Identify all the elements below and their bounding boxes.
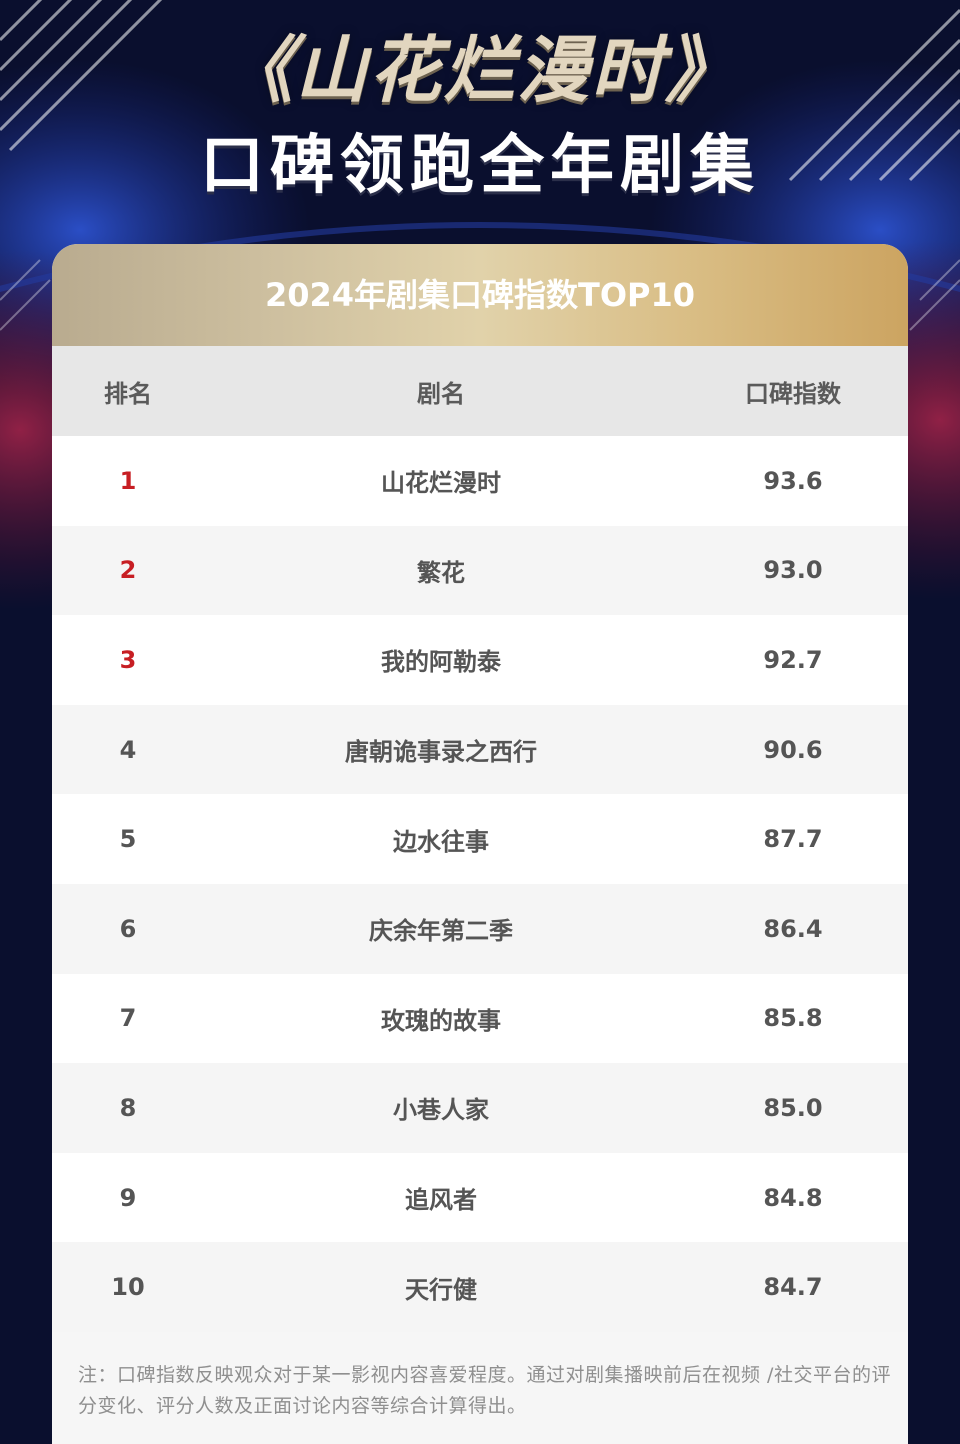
score-cell: 92.7 bbox=[763, 645, 823, 674]
table-row: 8 小巷人家 85.0 bbox=[52, 1063, 908, 1153]
score-cell: 84.7 bbox=[763, 1273, 823, 1302]
rank-cell: 7 bbox=[119, 1004, 137, 1033]
score-cell: 87.7 bbox=[763, 825, 823, 854]
drama-name-cell: 追风者 bbox=[405, 1186, 477, 1215]
rank-cell: 8 bbox=[119, 1093, 137, 1122]
table-row: 3 我的阿勒泰 92.7 bbox=[52, 615, 908, 705]
column-header-score: 口碑指数 bbox=[745, 379, 841, 408]
table-row: 10 天行健 84.7 bbox=[52, 1242, 908, 1332]
headline-title: 《山花烂漫时》 bbox=[220, 28, 739, 112]
footnote: 注：口碑指数反映观众对于某一影视内容喜爱程度。通过对剧集播映前后在视频 /社交平… bbox=[78, 1364, 891, 1417]
rank-cell: 10 bbox=[111, 1273, 145, 1302]
rank-cell: 5 bbox=[119, 825, 137, 854]
rank-cell: 6 bbox=[119, 914, 137, 943]
headline-subtitle: 口碑领跑全年剧集 bbox=[200, 129, 760, 203]
drama-name-cell: 边水往事 bbox=[393, 827, 489, 856]
score-cell: 84.8 bbox=[763, 1183, 823, 1212]
rank-cell: 3 bbox=[119, 645, 137, 674]
table-row: 2 繁花 93.0 bbox=[52, 525, 908, 616]
table-row: 5 边水往事 87.7 bbox=[52, 794, 908, 884]
drama-name-cell: 唐朝诡事录之西行 bbox=[345, 738, 537, 767]
drama-name-cell: 繁花 bbox=[417, 558, 465, 587]
drama-name-cell: 天行健 bbox=[405, 1275, 477, 1304]
table-row: 6 庆余年第二季 86.4 bbox=[52, 883, 908, 974]
column-header-rank: 排名 bbox=[104, 379, 152, 408]
score-cell: 85.8 bbox=[763, 1004, 823, 1033]
ranking-title: 2024年剧集口碑指数TOP10 bbox=[52, 244, 908, 346]
drama-name-cell: 小巷人家 bbox=[393, 1096, 489, 1125]
score-cell: 85.0 bbox=[763, 1093, 823, 1122]
table-row: 4 唐朝诡事录之西行 90.6 bbox=[52, 704, 908, 795]
score-cell: 93.0 bbox=[763, 556, 823, 585]
table-row: 1 山花烂漫时 93.6 bbox=[52, 436, 908, 526]
table-row: 9 追风者 84.8 bbox=[52, 1152, 908, 1243]
drama-name-cell: 我的阿勒泰 bbox=[381, 648, 501, 677]
drama-name-cell: 山花烂漫时 bbox=[381, 469, 501, 498]
ranking-card: 2024年剧集口碑指数TOP10 排名 剧名 口碑指数 1 山花烂漫时 93.6… bbox=[52, 244, 908, 1444]
score-cell: 93.6 bbox=[763, 466, 823, 495]
table-header: 排名 剧名 口碑指数 bbox=[52, 346, 908, 436]
rank-cell: 1 bbox=[119, 466, 137, 495]
score-cell: 90.6 bbox=[763, 735, 823, 764]
rank-cell: 4 bbox=[119, 735, 137, 764]
table-row: 7 玫瑰的故事 85.8 bbox=[52, 973, 908, 1064]
table-body: 1 山花烂漫时 93.6 2 繁花 93.0 3 我的阿勒泰 92.7 4 唐朝… bbox=[52, 436, 908, 1332]
rank-cell: 2 bbox=[119, 556, 137, 585]
column-header-name: 剧名 bbox=[417, 379, 465, 408]
rank-cell: 9 bbox=[119, 1183, 137, 1212]
drama-name-cell: 玫瑰的故事 bbox=[381, 1006, 501, 1035]
drama-name-cell: 庆余年第二季 bbox=[369, 917, 513, 946]
score-cell: 86.4 bbox=[763, 914, 823, 943]
